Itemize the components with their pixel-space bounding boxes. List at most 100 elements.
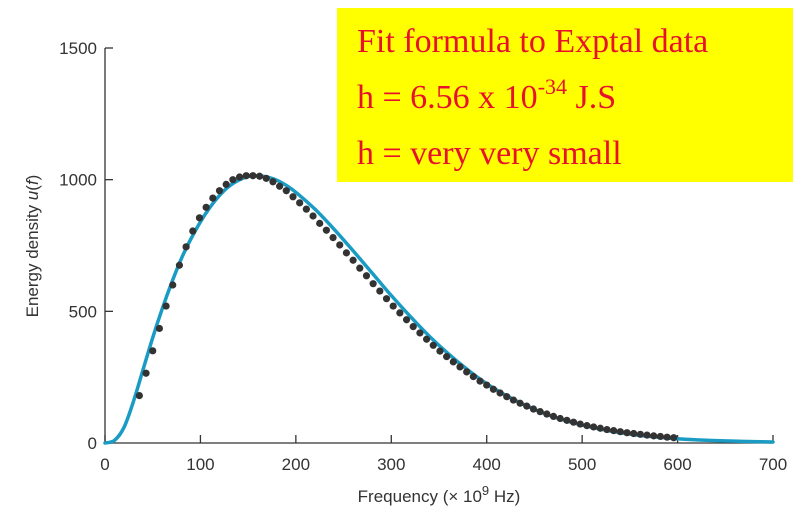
data-point (182, 243, 190, 251)
data-point (463, 368, 471, 376)
data-point (255, 172, 264, 180)
data-point (282, 187, 290, 195)
data-point (249, 172, 257, 180)
data-point (583, 422, 591, 430)
data-point (589, 423, 598, 431)
data-point (670, 434, 678, 442)
data-point (549, 412, 558, 420)
data-point (262, 174, 270, 182)
series-points (135, 172, 678, 442)
x-tick-label: 100 (186, 455, 214, 474)
annotation-line-2: h = 6.56 x 10-34 J.S (357, 74, 617, 117)
data-point (503, 393, 511, 401)
x-tick-label: 200 (282, 455, 310, 474)
data-point (616, 428, 624, 436)
data-point (189, 227, 197, 235)
data-point (342, 249, 351, 257)
data-point (155, 324, 163, 333)
data-point (409, 323, 417, 331)
data-point (162, 302, 170, 310)
data-point (149, 347, 157, 355)
data-point (536, 408, 544, 416)
data-point (222, 180, 230, 189)
data-point (229, 176, 237, 184)
data-point (523, 402, 531, 410)
data-point (563, 416, 571, 424)
data-point (650, 432, 658, 440)
data-point (296, 199, 304, 207)
data-point (663, 433, 671, 441)
data-point (202, 203, 210, 211)
data-point (376, 287, 384, 295)
data-point (175, 261, 184, 269)
x-tick-label: 0 (100, 455, 109, 474)
annotation-box: Fit formula to Exptal data h = 6.56 x 10… (337, 8, 793, 182)
series-curve (103, 173, 775, 445)
data-point (529, 405, 538, 413)
data-point (443, 353, 451, 361)
x-tick-label: 700 (759, 455, 787, 474)
axes (104, 48, 773, 444)
data-point (396, 309, 404, 317)
data-point (302, 205, 310, 213)
data-point (596, 424, 604, 432)
data-point (135, 392, 143, 400)
data-point (349, 256, 357, 264)
data-point (623, 429, 631, 437)
data-point (636, 430, 644, 438)
x-tick-label: 400 (473, 455, 501, 474)
data-point (543, 410, 551, 418)
data-point (449, 358, 457, 366)
x-axis-title: Frequency (× 109 Hz) (358, 483, 521, 506)
data-point (509, 396, 518, 404)
data-point (215, 187, 224, 195)
data-point (389, 302, 397, 310)
x-tick-label: 500 (568, 455, 596, 474)
data-point (496, 389, 504, 397)
data-point (436, 347, 444, 355)
data-point (169, 281, 177, 289)
data-point (289, 193, 297, 201)
data-point (469, 373, 477, 381)
data-point (322, 226, 330, 234)
data-point (429, 341, 437, 349)
data-point (476, 377, 484, 385)
data-point (643, 431, 651, 439)
y-tick-label: 500 (69, 302, 97, 321)
annotation-line-1: Fit formula to Exptal data (357, 23, 709, 60)
data-point (142, 369, 150, 377)
x-tick-label: 600 (663, 455, 691, 474)
data-point (516, 399, 524, 407)
data-point (569, 418, 578, 426)
x-ticks: 0 100 200 300 400 500 600 700 (100, 435, 787, 474)
data-point (362, 272, 371, 280)
data-point (402, 316, 411, 324)
data-point (656, 432, 664, 441)
data-point (369, 280, 377, 288)
data-point (209, 194, 217, 202)
data-point (456, 363, 464, 371)
data-point (235, 173, 244, 181)
data-point (416, 329, 424, 337)
data-point (309, 212, 317, 220)
data-point (489, 385, 497, 393)
y-tick-label: 1500 (59, 39, 97, 58)
data-point (483, 381, 491, 389)
data-point (269, 178, 277, 186)
data-point (356, 264, 364, 272)
y-tick-label: 1000 (59, 171, 97, 190)
data-point (556, 414, 564, 423)
y-axis-title: Energy density u(f) (23, 175, 42, 318)
data-point (422, 335, 431, 343)
data-point (610, 427, 618, 435)
y-tick-label: 0 (88, 434, 97, 453)
data-point (603, 425, 611, 434)
data-point (276, 182, 284, 190)
annotation-line-3: h = very very small (357, 135, 622, 172)
data-point (195, 214, 204, 222)
data-point (630, 429, 638, 438)
data-point (242, 172, 250, 180)
data-point (576, 420, 584, 428)
x-tick-label: 300 (377, 455, 405, 474)
